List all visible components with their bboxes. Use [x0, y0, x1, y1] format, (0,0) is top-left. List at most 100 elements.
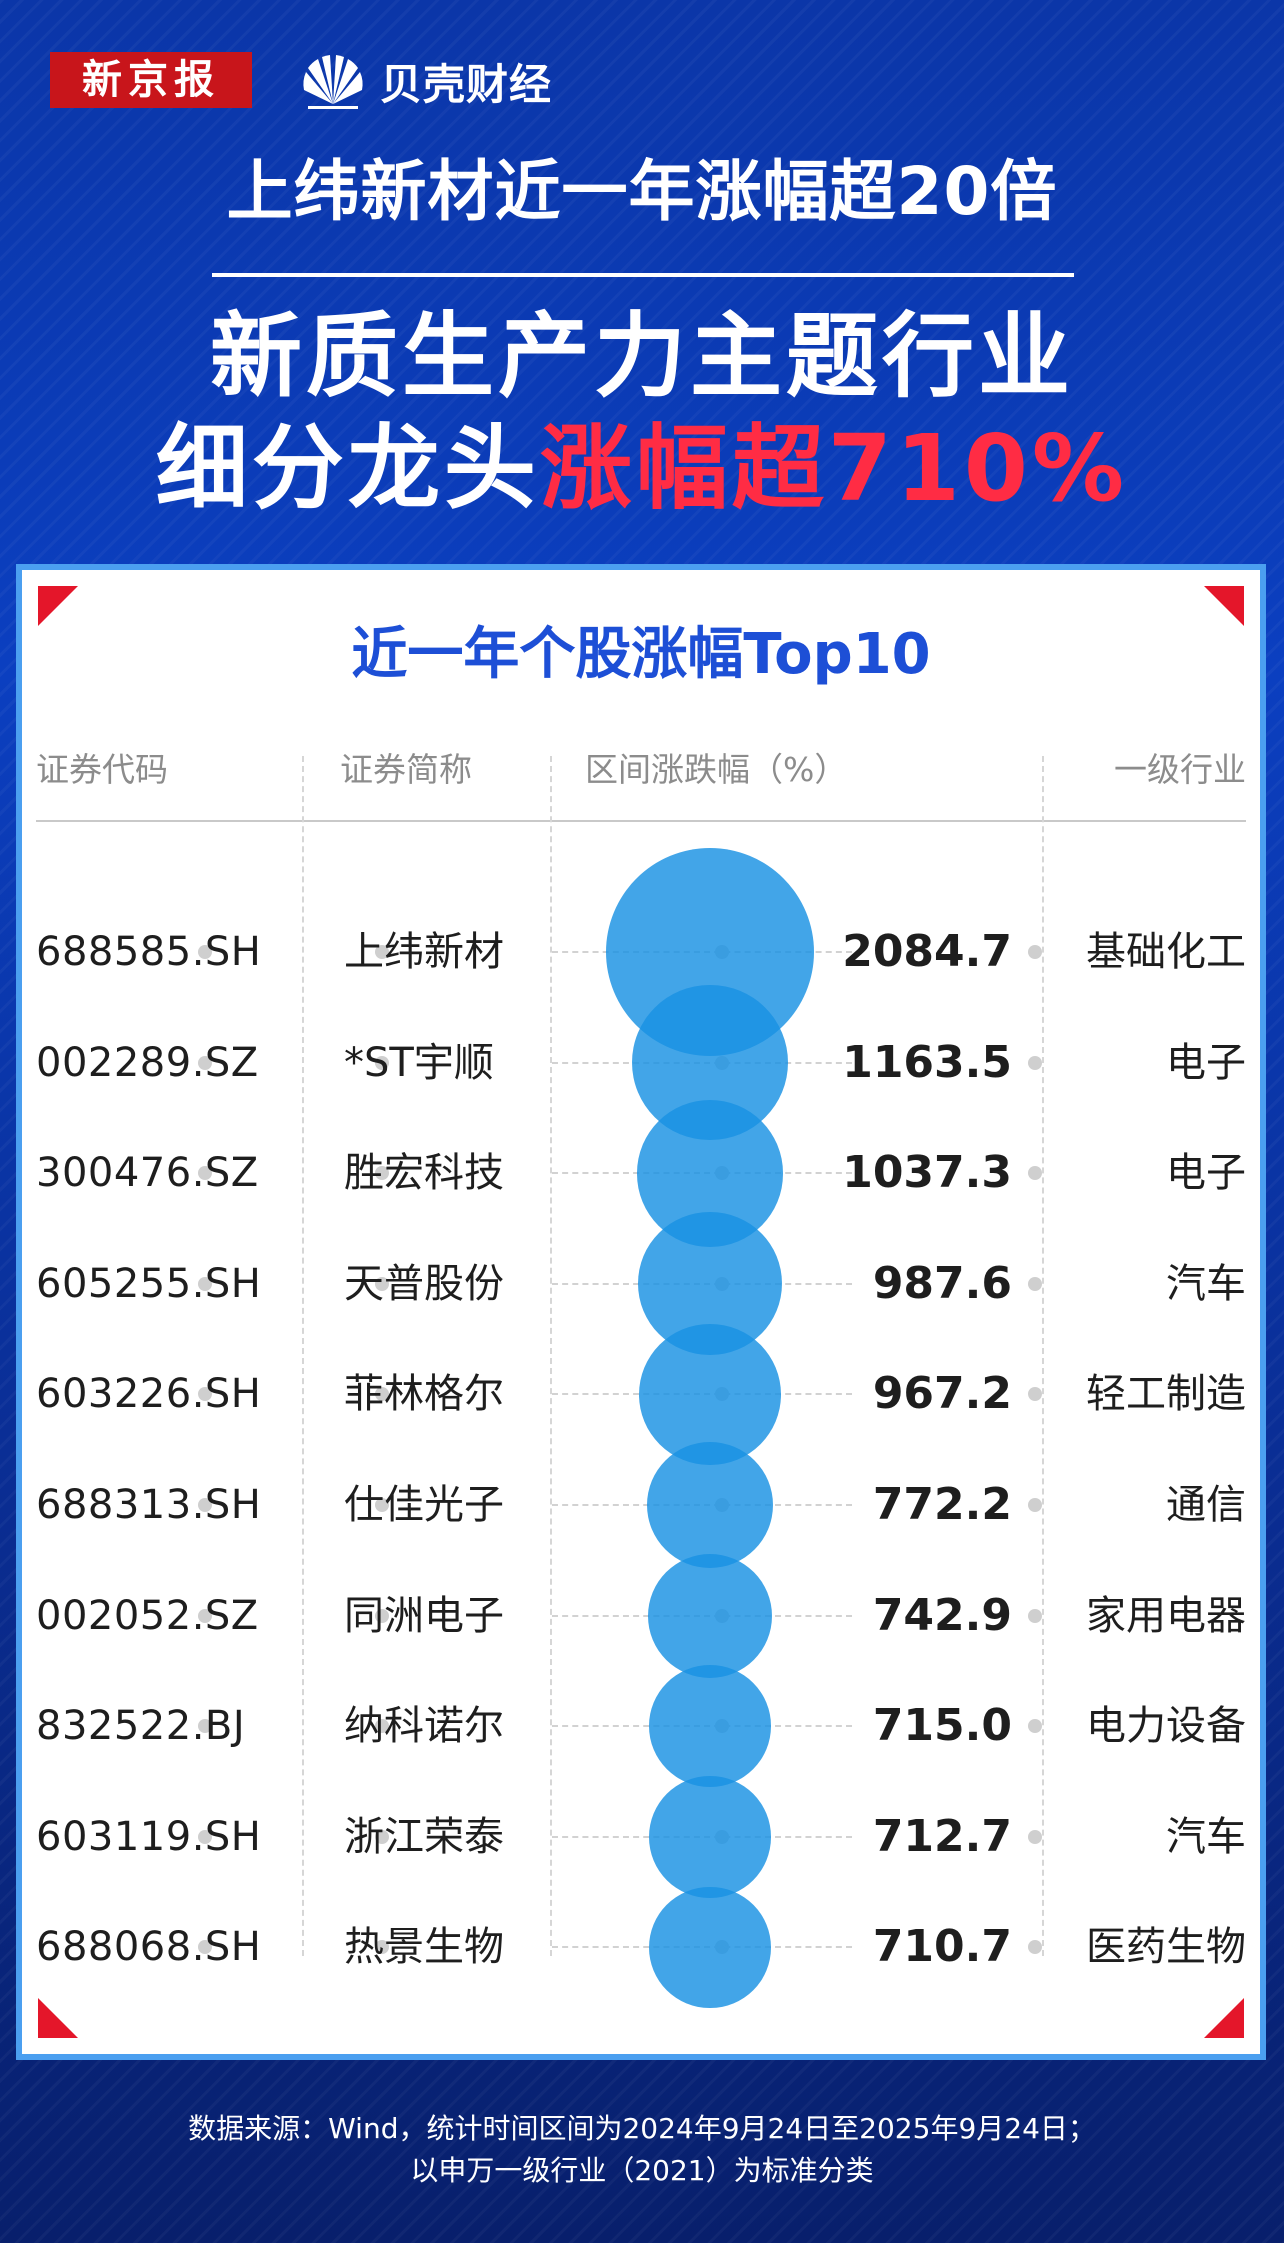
row-industry: 通信 [1166, 1482, 1246, 1528]
row-industry: 轻工制造 [1086, 1371, 1246, 1418]
row-dot-marker [1028, 1387, 1042, 1402]
row-change-value: 1037.3 [842, 1147, 1012, 1199]
row-dot-marker [375, 1498, 389, 1512]
row-name: 天普股份 [344, 1260, 504, 1307]
row-dot-marker [198, 1276, 212, 1291]
row-name: 上纬新材 [344, 929, 504, 975]
row-dot-marker [198, 1166, 212, 1181]
headline-divider [212, 273, 1074, 277]
headline-prefix: 细分龙头 [155, 415, 540, 522]
beike-logo-text: 贝壳财经 [380, 59, 553, 109]
source-note-line2: 以申万一级行业（2021）为标准分类 [410, 2154, 874, 2187]
row-dot-marker [1028, 1166, 1042, 1181]
row-change-value: 742.9 [872, 1589, 1012, 1641]
row-industry: 汽车 [1166, 1813, 1246, 1860]
value-bubble [639, 1323, 781, 1466]
col-header-name: 证券简称 [340, 750, 472, 789]
row-code: 832522.BJ [36, 1703, 246, 1750]
value-bubble [646, 1441, 774, 1569]
row-change-value: 772.2 [872, 1479, 1012, 1530]
row-dot-marker [198, 1719, 212, 1734]
bubble-layer [22, 570, 1260, 2054]
shell-icon [303, 55, 363, 109]
row-dot-marker [198, 945, 212, 959]
row-code: 002052.SZ [36, 1592, 259, 1639]
col-header-industry: 一级行业 [1114, 750, 1246, 789]
row-change-value: 710.7 [872, 1921, 1012, 1973]
corner-mark-top-right [1204, 586, 1244, 626]
source-note-line1: 数据来源：Wind，统计时间区间为2024年9月24日至2025年9月24日； [188, 2112, 1096, 2145]
row-change-value: 967.2 [872, 1368, 1012, 1420]
row-dot-marker [1028, 1276, 1042, 1291]
row-dot-marker [198, 1829, 212, 1844]
col-header-change: 区间涨跌幅（%） [585, 750, 848, 789]
beike-finance-logo: 贝壳财经 [296, 46, 552, 116]
headline-main-line1: 新质生产力主题行业 [209, 303, 1074, 410]
row-dot-marker [375, 1387, 389, 1402]
row-change-value: 987.6 [872, 1257, 1012, 1309]
headline-highlight: 涨幅超710% [539, 415, 1129, 522]
xinjingbao-logo: 新京报 [50, 52, 252, 108]
row-change-value: 2084.7 [842, 926, 1012, 977]
row-dot-marker [375, 1940, 389, 1955]
row-code: 605255.SH [36, 1260, 262, 1307]
row-dot-marker [375, 1166, 389, 1181]
row-dot-marker [1028, 1829, 1042, 1844]
headline-top: 上纬新材近一年涨幅超20倍 [226, 153, 1058, 230]
row-code: 603119.SH [36, 1813, 262, 1860]
row-dot-marker [1028, 1498, 1042, 1512]
value-bubble [649, 1665, 771, 1788]
row-dot-marker [198, 1940, 212, 1955]
row-name: 同洲电子 [344, 1592, 504, 1639]
col-header-code: 证券代码 [36, 750, 168, 789]
row-dot-marker [375, 1719, 389, 1734]
row-code: 603226.SH [36, 1371, 262, 1418]
column-divider [1042, 756, 1044, 1956]
row-dot-marker [198, 1055, 212, 1070]
row-dot-marker [1028, 945, 1042, 959]
chart-title: 近一年个股涨幅Top10 [351, 622, 931, 687]
header-rule [36, 820, 1246, 822]
row-dot-marker [198, 1608, 212, 1623]
row-name: 纳科诺尔 [344, 1703, 504, 1750]
row-dot-marker [375, 1276, 389, 1291]
row-code: 688585.SH [36, 929, 262, 975]
row-industry: 电力设备 [1086, 1703, 1246, 1750]
row-dot-marker [375, 945, 389, 959]
corner-mark-bottom-left [38, 1998, 78, 2038]
row-change-value: 712.7 [872, 1810, 1012, 1862]
row-change-value: 1163.5 [842, 1036, 1012, 1088]
row-industry: 汽车 [1166, 1260, 1246, 1307]
row-dot-marker [375, 1608, 389, 1623]
value-bubble [649, 1886, 771, 2009]
row-name: 菲林格尔 [344, 1371, 504, 1418]
column-divider [550, 756, 552, 1956]
corner-mark-top-left [38, 586, 78, 626]
column-divider [302, 756, 304, 1956]
row-dot-marker [1028, 1608, 1042, 1623]
row-industry: 电子 [1166, 1150, 1246, 1197]
row-name: 热景生物 [344, 1924, 504, 1971]
corner-mark-bottom-right [1204, 1998, 1244, 2038]
row-industry: 家用电器 [1086, 1592, 1246, 1639]
row-name: 仕佳光子 [344, 1482, 504, 1528]
row-dot-marker [1028, 1055, 1042, 1070]
row-industry: 医药生物 [1086, 1924, 1246, 1971]
row-name: 胜宏科技 [344, 1150, 504, 1197]
row-code: 688313.SH [36, 1482, 262, 1528]
chart-card: 近一年个股涨幅Top10 证券代码 证券简称 区间涨跌幅（%） 一级行业 688… [16, 564, 1266, 2060]
row-industry: 基础化工 [1086, 929, 1246, 975]
headline-main-line2: 细分龙头涨幅超710% [0, 414, 1284, 524]
row-code: 688068.SH [36, 1924, 262, 1971]
row-code: 300476.SZ [36, 1150, 259, 1197]
row-name: 浙江荣泰 [344, 1813, 504, 1860]
row-dot-marker [1028, 1719, 1042, 1734]
value-bubble [647, 1553, 773, 1678]
row-dot-marker [375, 1055, 389, 1070]
row-industry: 电子 [1166, 1039, 1246, 1086]
row-name: *ST宇顺 [344, 1039, 494, 1086]
row-change-value: 715.0 [872, 1700, 1012, 1752]
row-code: 002289.SZ [36, 1039, 259, 1086]
row-dot-marker [198, 1498, 212, 1512]
row-dot-marker [1028, 1940, 1042, 1955]
